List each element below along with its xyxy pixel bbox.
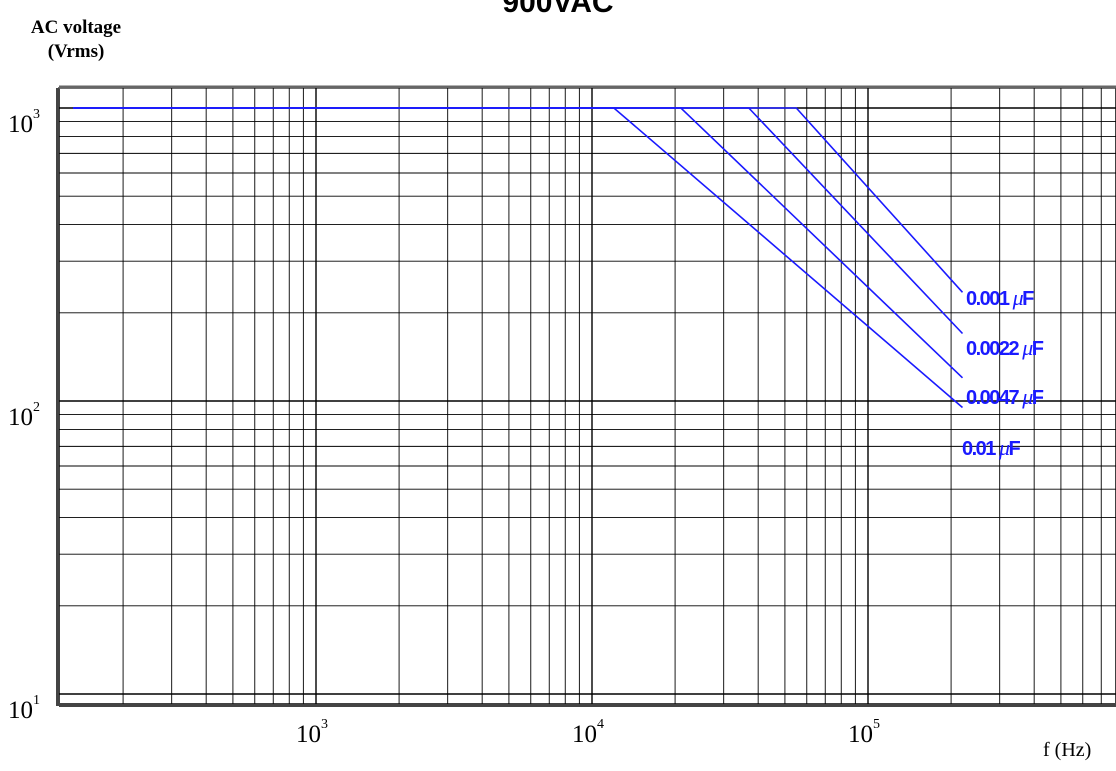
y-axis-label: AC voltage (Vrms) (6, 16, 146, 64)
y-tick-label: 102 (8, 400, 40, 431)
x-tick-label: 103 (296, 717, 328, 748)
series-label: 0.0047 μF (966, 384, 1044, 409)
x-tick-label: 104 (572, 717, 604, 748)
x-tick-label: 105 (848, 717, 880, 748)
y-tick-label: 101 (8, 693, 40, 724)
y-axis-label-line1: AC voltage (30, 17, 122, 38)
chart-title: 900VAC (502, 0, 614, 19)
series-label: 0.001 μF (966, 285, 1034, 310)
series-label: 0.01 μF (962, 435, 1021, 460)
series-label: 0.0022 μF (966, 335, 1044, 360)
y-axis-label-line2: (Vrms) (47, 41, 105, 62)
plot-frame (58, 87, 1116, 705)
x-axis-label: f (Hz) (1043, 739, 1092, 761)
series-line (73, 107, 964, 409)
y-tick-label: 103 (8, 107, 40, 138)
